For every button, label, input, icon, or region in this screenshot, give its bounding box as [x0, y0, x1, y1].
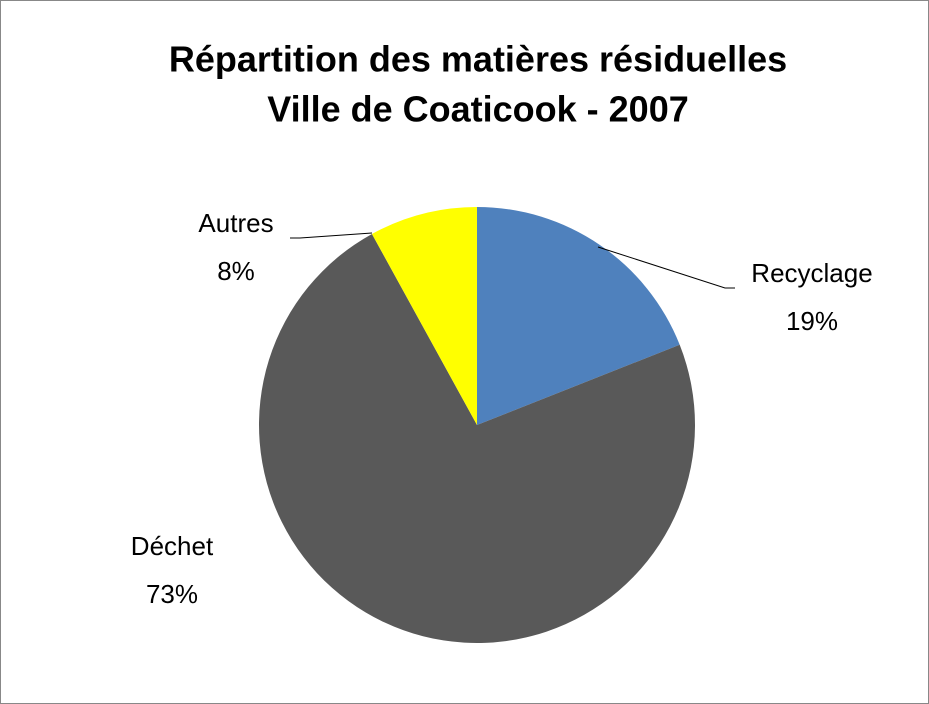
chart-title: Ville de Coaticook - 2007 [267, 89, 689, 130]
slice-label: Déchet [131, 531, 214, 561]
slice-value-label: 19% [786, 306, 838, 336]
pie-slice [477, 207, 680, 425]
slice-value-label: 73% [146, 579, 198, 609]
pie-slice [371, 207, 477, 425]
slice-label: Autres [198, 208, 273, 238]
slice-label: Recyclage [751, 258, 872, 288]
slice-value-label: 8% [217, 256, 255, 286]
leader-line [290, 232, 373, 239]
chart-title: Répartition des matières résiduelles [169, 39, 787, 80]
leader-line [597, 246, 735, 289]
pie-slice [258, 233, 695, 643]
